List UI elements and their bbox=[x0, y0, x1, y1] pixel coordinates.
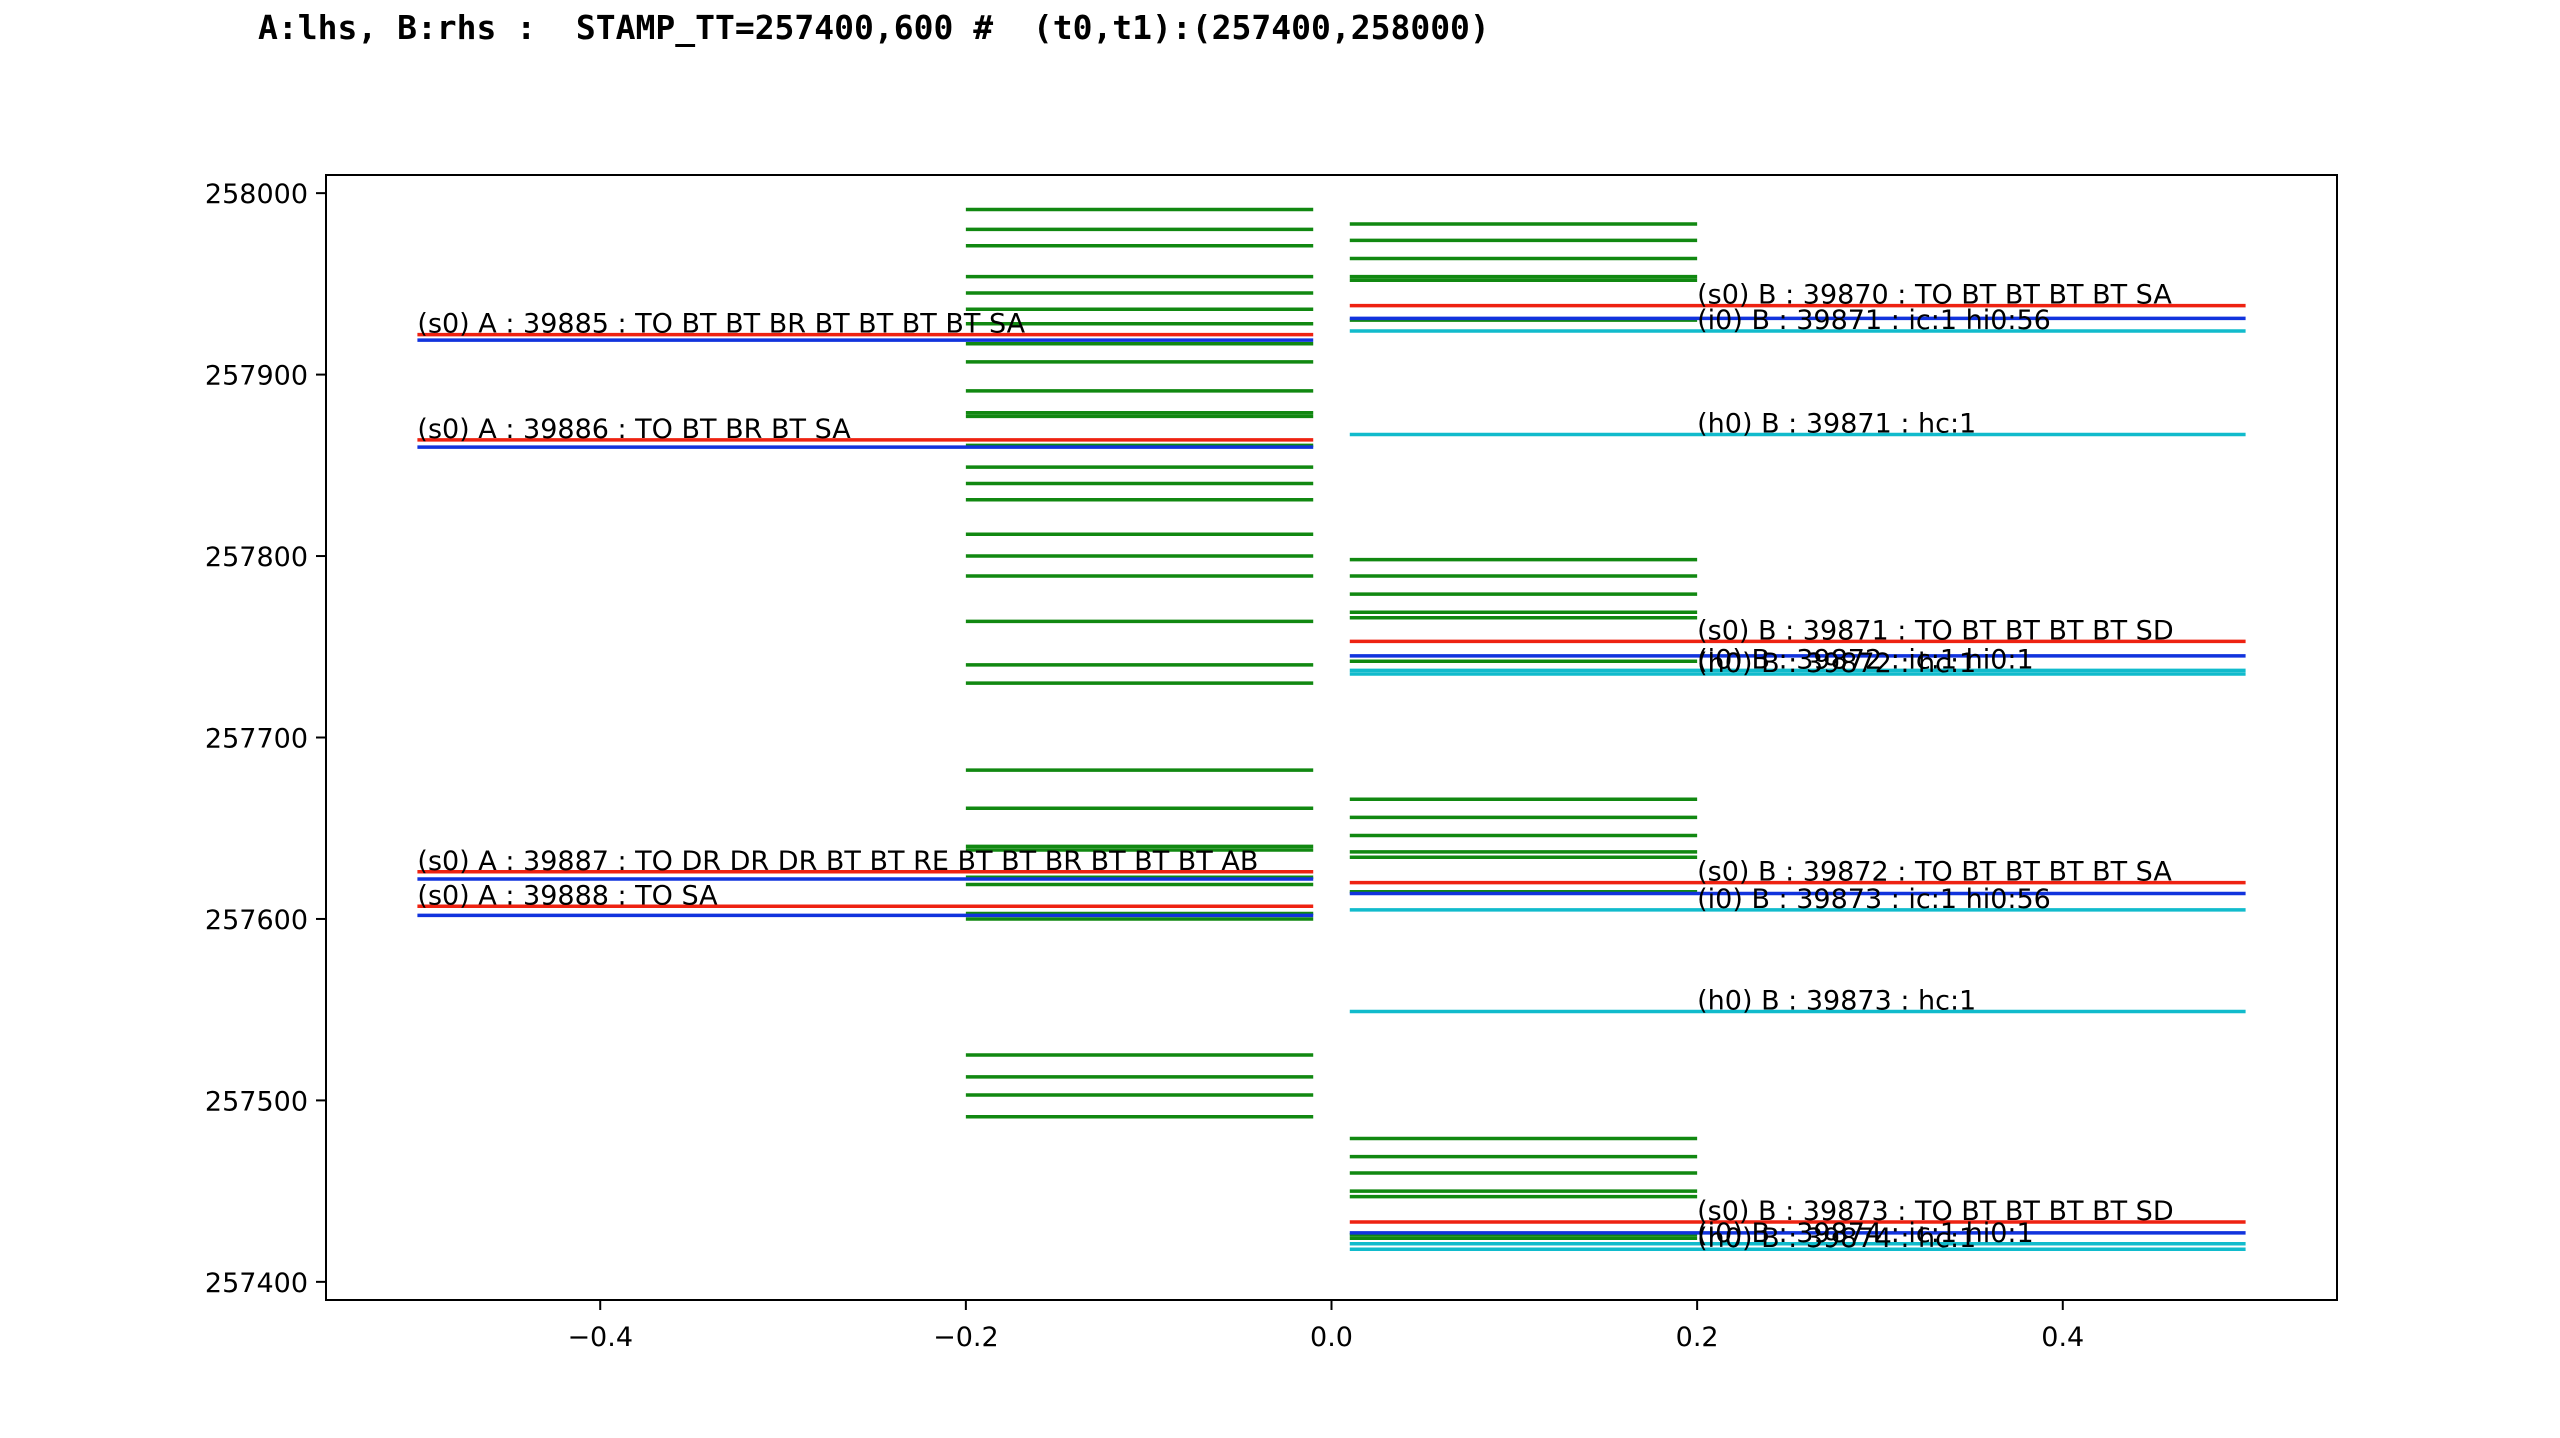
data-layer bbox=[417, 207, 2246, 1251]
segment-label: (i0) B : 39871 : ic:1 hi0:56 bbox=[1697, 305, 2051, 336]
segment-label: (s0) B : 39873 : TO BT BT BT BT SD bbox=[1697, 1196, 2173, 1227]
segment-label: (i0) B : 39874 : ic:1 hi0:1 bbox=[1697, 1218, 2034, 1249]
x-tick-label: −0.2 bbox=[933, 1322, 999, 1353]
segment-label: (h0) B : 39873 : hc:1 bbox=[1697, 985, 1976, 1016]
segment-label: (s0) A : 39886 : TO BT BR BT SA bbox=[417, 414, 851, 445]
labels-layer: (s0) A : 39885 : TO BT BT BR BT BT BT BT… bbox=[417, 280, 2173, 1255]
chart-title: A:lhs, B:rhs : STAMP_TT=257400,600 # (t0… bbox=[258, 8, 1490, 47]
segment-label: (s0) B : 39870 : TO BT BT BT BT SA bbox=[1697, 280, 2172, 311]
segment-label: (i0) B : 39873 : ic:1 hi0:56 bbox=[1697, 884, 2051, 915]
y-tick-label: 257900 bbox=[205, 361, 308, 392]
y-tick-label: 257800 bbox=[205, 542, 308, 573]
y-tick-label: 257600 bbox=[205, 905, 308, 936]
segment-label: (s0) A : 39888 : TO SA bbox=[417, 880, 718, 911]
plot-frame bbox=[325, 174, 2338, 1301]
x-tick-label: −0.4 bbox=[567, 1322, 633, 1353]
y-tick-label: 257500 bbox=[205, 1086, 308, 1117]
y-tick-label: 258000 bbox=[205, 179, 308, 210]
segment-label: (s0) A : 39887 : TO DR DR DR BT BT RE BT… bbox=[417, 846, 1258, 877]
x-tick-label: 0.2 bbox=[1676, 1322, 1719, 1353]
segment-label: (i0) B : 39872 : ic:1 hi0:1 bbox=[1697, 644, 2034, 675]
x-tick-label: 0.4 bbox=[2041, 1322, 2084, 1353]
axes-layer: 257400 257500 257600 257700 257800 257900 2580… bbox=[205, 174, 2338, 1353]
segment-label: (h0) B : 39872 : hc:1 bbox=[1697, 648, 1976, 679]
segment-label: (s0) B : 39872 : TO BT BT BT BT SA bbox=[1697, 857, 2172, 888]
segment-label: (h0) B : 39874 : hc:1 bbox=[1697, 1223, 1976, 1254]
y-tick-label: 257700 bbox=[205, 724, 308, 755]
segment-label: (h0) B : 39871 : hc:1 bbox=[1697, 408, 1976, 439]
segment-label: (s0) B : 39871 : TO BT BT BT BT SD bbox=[1697, 615, 2173, 646]
x-tick-label: 0.0 bbox=[1310, 1322, 1353, 1353]
y-tick-label: 257400 bbox=[205, 1268, 308, 1299]
segment-label: (s0) A : 39885 : TO BT BT BR BT BT BT BT… bbox=[417, 309, 1025, 340]
